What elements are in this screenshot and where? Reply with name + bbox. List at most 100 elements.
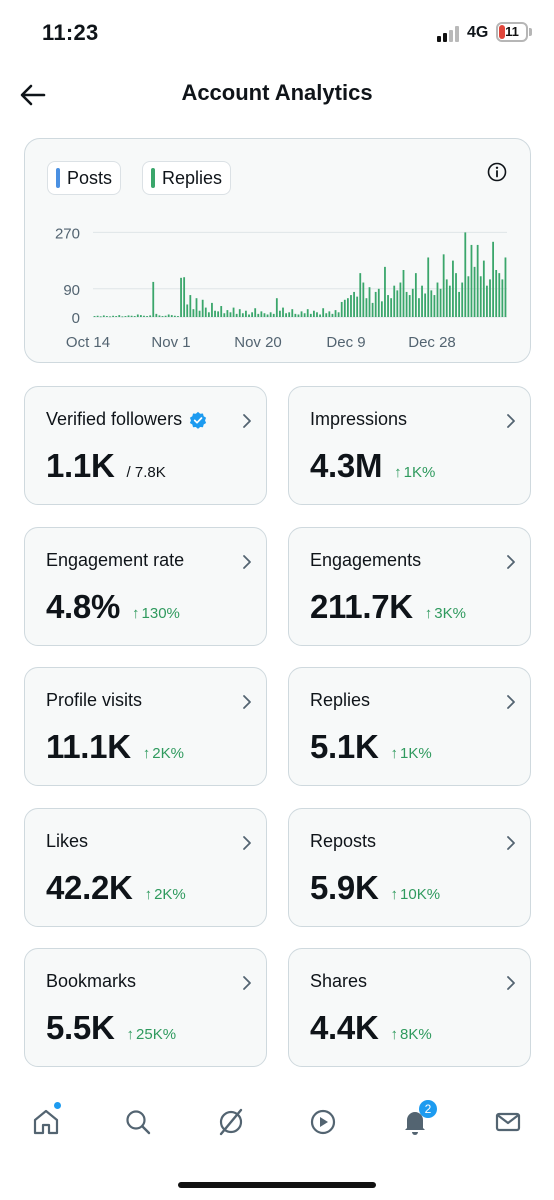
- metric-card-likes[interactable]: Likes 42.2K ↑ 2K%: [24, 808, 267, 927]
- bell-icon: [405, 1112, 425, 1135]
- metric-value: 5.1K: [310, 728, 379, 765]
- replies-bar: [486, 285, 488, 317]
- replies-bar: [241, 313, 244, 317]
- metric-label: Profile visits: [46, 690, 142, 711]
- metric-label-text: Reposts: [310, 831, 377, 851]
- nav-search[interactable]: [110, 1092, 166, 1152]
- chevron-right-icon: [243, 555, 251, 569]
- replies-bar: [183, 277, 186, 317]
- chevron-right-icon: [507, 976, 515, 990]
- replies-bar: [186, 304, 189, 317]
- replies-bar: [124, 316, 127, 317]
- replies-bar: [319, 314, 321, 317]
- metric-label: Bookmarks: [46, 971, 136, 992]
- x-tick-label: Nov 1: [151, 334, 190, 351]
- metric-value-row: 42.2K ↑ 2K%: [46, 869, 186, 907]
- replies-bar: [476, 244, 479, 317]
- metric-value: 5.9K: [310, 869, 379, 906]
- back-button[interactable]: [18, 80, 48, 110]
- metric-card-shares[interactable]: Shares 4.4K ↑ 8K%: [288, 948, 531, 1067]
- replies-bar: [152, 281, 155, 317]
- replies-bar: [232, 307, 235, 317]
- replies-bar: [343, 299, 346, 317]
- replies-bar: [139, 315, 142, 317]
- metric-label: Shares: [310, 971, 367, 992]
- replies-bar: [399, 282, 402, 317]
- replies-bar: [418, 298, 420, 317]
- battery-level: 11: [505, 24, 519, 39]
- metric-value: 11.1K: [46, 728, 131, 765]
- chevron-right-icon: [507, 555, 515, 569]
- status-time: 11:23: [42, 20, 99, 45]
- replies-bar-chart: 0 90 270 Oct 14 Nov 1 Nov 20 Dec 9 Dec 28: [55, 225, 507, 351]
- replies-bar: [220, 306, 223, 317]
- replies-bar: [214, 310, 216, 317]
- battery-icon: 11: [496, 22, 528, 42]
- replies-bar: [204, 307, 207, 317]
- metric-value-row: 5.9K ↑ 10K%: [310, 869, 440, 907]
- replies-bar: [467, 276, 470, 317]
- legend-posts[interactable]: Posts: [47, 161, 122, 195]
- replies-bar: [427, 257, 430, 317]
- replies-bar: [192, 309, 195, 317]
- replies-bar: [297, 314, 300, 317]
- replies-bar: [109, 316, 111, 318]
- replies-bar: [313, 310, 315, 317]
- legend-replies-swatch: [151, 168, 155, 188]
- replies-bar: [470, 244, 473, 317]
- metric-card-reposts[interactable]: Reposts 5.9K ↑ 10K%: [288, 808, 531, 927]
- arrow-up-icon: ↑: [142, 745, 151, 762]
- replies-bar: [223, 313, 226, 317]
- legend-replies[interactable]: Replies: [142, 161, 232, 195]
- notification-badge: 2: [419, 1100, 437, 1118]
- replies-bar: [390, 298, 393, 317]
- metric-card-profile-visits[interactable]: Profile visits 11.1K ↑ 2K%: [24, 667, 267, 786]
- replies-bar: [461, 282, 464, 317]
- grok-icon: [219, 1108, 243, 1136]
- nav-messages[interactable]: [480, 1092, 536, 1152]
- metric-change: ↑ 130%: [132, 605, 180, 622]
- replies-bar: [452, 260, 454, 317]
- replies-bar: [146, 316, 148, 317]
- replies-bar: [328, 311, 331, 317]
- metric-change-value: 3K%: [434, 605, 466, 622]
- replies-bar: [217, 311, 220, 317]
- replies-bar: [384, 266, 386, 317]
- info-circle-icon[interactable]: [486, 161, 508, 183]
- metric-value: 1.1K: [46, 447, 115, 484]
- arrow-up-icon: ↑: [132, 605, 140, 622]
- metric-card-engagement-rate[interactable]: Engagement rate 4.8% ↑ 130%: [24, 527, 267, 646]
- metric-card-impressions[interactable]: Impressions 4.3M ↑ 1K%: [288, 386, 531, 505]
- arrow-up-icon: ↑: [144, 886, 153, 903]
- nav-home[interactable]: [18, 1092, 74, 1152]
- metric-card-engagements[interactable]: Engagements 211.7K ↑ 3K%: [288, 527, 531, 646]
- x-tick-label: Dec 9: [326, 334, 365, 351]
- replies-bar: [430, 290, 433, 317]
- nav-notifications[interactable]: 2: [387, 1092, 443, 1152]
- replies-bar: [439, 288, 442, 317]
- replies-bar: [251, 312, 254, 317]
- replies-bar: [414, 273, 417, 317]
- metric-card-verified-followers[interactable]: Verified followers 1.1K / 7.8K: [24, 386, 267, 505]
- replies-bar: [198, 310, 201, 317]
- replies-bar: [421, 285, 423, 317]
- replies-bar: [322, 308, 325, 317]
- replies-bar: [448, 285, 451, 317]
- chevron-right-icon: [243, 695, 251, 709]
- nav-grok[interactable]: [203, 1092, 259, 1152]
- metric-card-replies[interactable]: Replies 5.1K ↑ 1K%: [288, 667, 531, 786]
- metric-card-bookmarks[interactable]: Bookmarks 5.5K ↑ 25K%: [24, 948, 267, 1067]
- replies-bar: [353, 291, 355, 317]
- replies-bar: [99, 316, 102, 318]
- metric-label: Verified followers: [46, 409, 207, 430]
- metric-value: 4.4K: [310, 1009, 379, 1046]
- replies-bar: [257, 313, 260, 317]
- replies-bar: [504, 257, 507, 317]
- replies-bar: [133, 316, 136, 317]
- replies-bar: [337, 312, 340, 317]
- replies-bar: [235, 313, 238, 317]
- replies-bar: [411, 288, 414, 317]
- nav-video[interactable]: [295, 1092, 351, 1152]
- replies-bar: [260, 311, 263, 317]
- replies-bar: [275, 298, 278, 317]
